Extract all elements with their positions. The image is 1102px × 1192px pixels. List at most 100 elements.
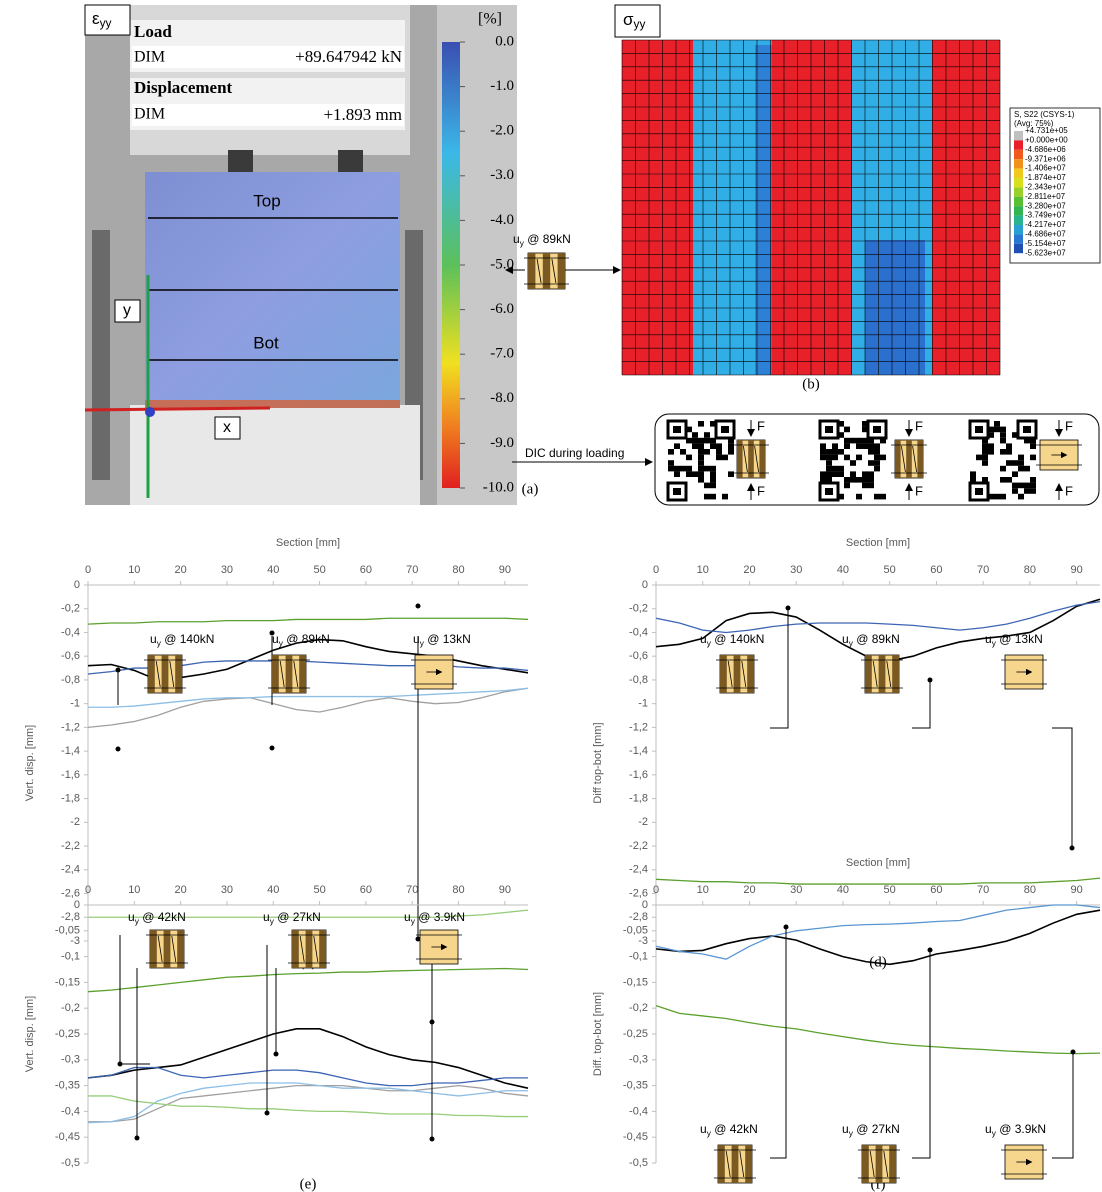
subscript: yy (634, 17, 646, 31)
symbol: u (513, 232, 520, 246)
label-text: @ 89kN (524, 232, 571, 246)
specimen-icon (288, 930, 330, 968)
specimen-icon (733, 440, 769, 478)
symbol: u (985, 1122, 992, 1136)
qr-cell (838, 471, 844, 477)
icon-stripe (718, 1145, 725, 1183)
qr-cell (1012, 471, 1018, 477)
connector (912, 950, 930, 1158)
specimen-icon (146, 930, 188, 968)
x-tick-label: 80 (452, 564, 464, 576)
x-tick-label: 40 (267, 564, 279, 576)
qr-cell (970, 471, 976, 477)
icon-stripe (892, 655, 899, 693)
legend-label: -5.623e+07 (1025, 248, 1066, 257)
qr-cell (844, 483, 850, 489)
connector-dot (786, 606, 791, 611)
icon-stripe (319, 930, 326, 968)
qr-finder (673, 426, 681, 433)
specimen-icon (268, 655, 310, 693)
qr-cell (874, 494, 880, 500)
qr-finder (975, 426, 983, 433)
disp-value: +1.893 mm (323, 105, 402, 124)
connector-dot (416, 604, 421, 609)
qr-cell (1018, 483, 1024, 489)
specimen-icon (858, 1145, 900, 1183)
side-rod (92, 230, 110, 480)
qr-cell (710, 466, 716, 472)
label-text: @ 13kN (996, 632, 1043, 646)
strain-band (145, 400, 400, 408)
qr-cell (994, 427, 1000, 433)
y-tick-label: -0,5 (629, 1157, 648, 1169)
load-channel: DIM (134, 49, 165, 66)
y-tick-label: -0,1 (629, 951, 648, 963)
qr-cell (862, 443, 868, 449)
icon-stripe (759, 440, 765, 478)
y-tick-label: -0,6 (629, 650, 648, 662)
y-tick-label: -2,6 (61, 887, 80, 899)
qr-cell (686, 455, 692, 461)
qr-cell (710, 443, 716, 449)
colorbar-tick-label: -6.0 (490, 301, 514, 317)
x-axis-title: Section [mm] (846, 857, 910, 869)
specimen-icon (524, 253, 569, 289)
qr-cell (844, 443, 850, 449)
legend-label: -2.343e+07 (1025, 183, 1066, 192)
connector (1052, 728, 1072, 848)
base (130, 405, 420, 505)
colorbar (442, 42, 460, 488)
qr-cell (698, 421, 704, 427)
qr-cell (716, 443, 722, 449)
annotation: uy @ 3.9kN (985, 1122, 1046, 1138)
x-tick-label: 50 (884, 884, 896, 896)
legend-swatch (1014, 234, 1023, 243)
qr-cell (844, 438, 850, 444)
x-axis-title: Section [mm] (276, 537, 340, 549)
y-tick-label: -2,2 (629, 840, 648, 852)
qr-cell (698, 438, 704, 444)
icon-stripe (745, 1145, 752, 1183)
y-tick-label: -0,25 (55, 1028, 80, 1040)
qr-cell (832, 471, 838, 477)
legend-label: -2.811e+07 (1025, 192, 1066, 201)
legend-label: -4.217e+07 (1025, 220, 1066, 229)
disp-channel: DIM (134, 106, 165, 123)
qr-cell (722, 494, 728, 500)
y-tick-label: -2 (70, 816, 80, 828)
series-line (88, 1096, 528, 1117)
y-tick-label: -0,2 (629, 1002, 648, 1014)
y-label: y (123, 302, 131, 319)
y-tick-label: 0 (642, 899, 648, 911)
connector (770, 927, 786, 1158)
link-label: uy @ 89kN (513, 232, 571, 248)
qr-cell (994, 421, 1000, 427)
icon-stripe (286, 655, 293, 693)
qr-cell (1012, 483, 1018, 489)
annotation: uy @ 27kN (263, 910, 321, 926)
icon-stripe (164, 930, 171, 968)
origin (145, 407, 155, 417)
icon-stripe (876, 1145, 883, 1183)
qr-cell (856, 477, 862, 483)
icon-stripe (747, 655, 754, 693)
x-tick-label: 20 (175, 884, 187, 896)
legend-label: -4.686e+07 (1025, 230, 1066, 239)
legend-label: -1.874e+07 (1025, 173, 1066, 182)
specimen-icon (411, 655, 457, 689)
y-tick-label: -0,8 (629, 674, 648, 686)
y-tick-label: -0,5 (61, 1157, 80, 1169)
force-label: F (1065, 418, 1073, 433)
qr-cell (698, 443, 704, 449)
label-text: @ 42kN (711, 1122, 758, 1136)
series-line (88, 1068, 528, 1086)
qr-cell (698, 466, 704, 472)
y-tick-label: -0,45 (55, 1131, 80, 1143)
icon-stripe (734, 655, 741, 693)
qr-cell (820, 455, 826, 461)
icon-stripe (162, 655, 169, 693)
x-tick-label: 60 (930, 884, 942, 896)
legend-swatch (1014, 159, 1023, 168)
y-tick-label: -0,2 (61, 603, 80, 615)
symbol: u (263, 910, 270, 924)
